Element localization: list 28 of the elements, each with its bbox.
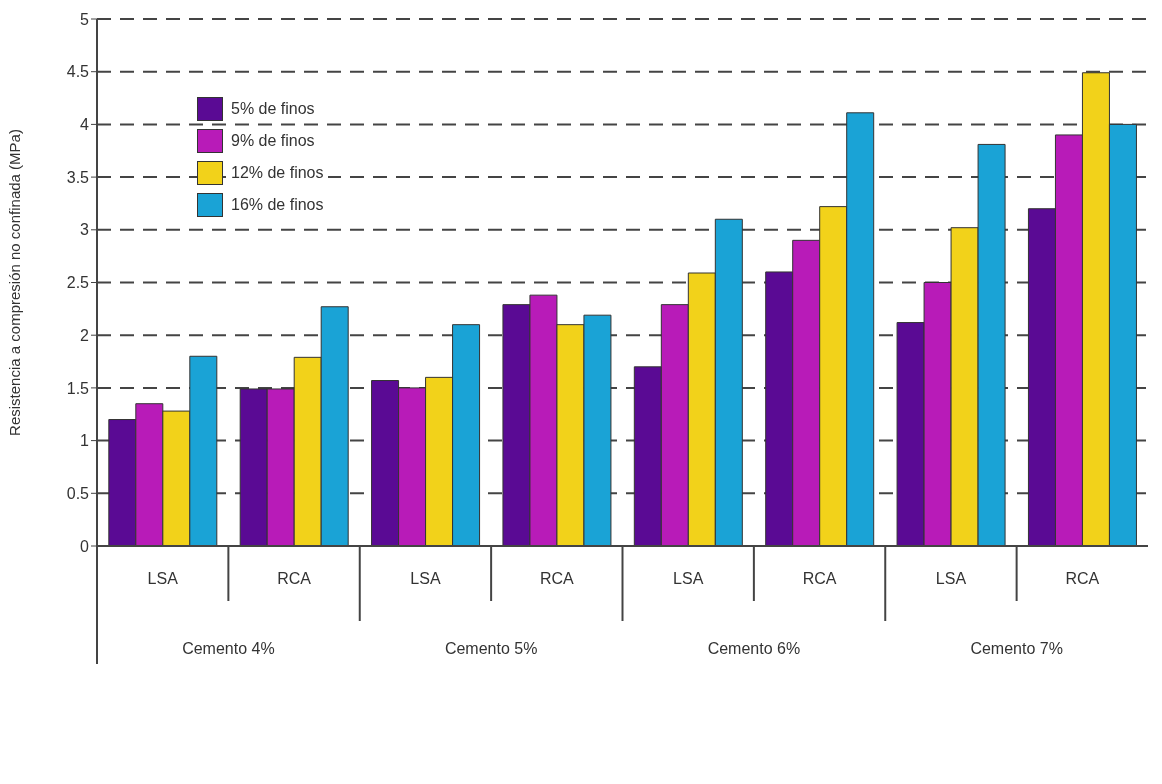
y-tick-label: 4.5 (66, 63, 90, 81)
x-tick-label: LSA (673, 570, 704, 587)
x-tick-label: LSA (935, 570, 967, 587)
x-tick-label: LSA (410, 570, 441, 587)
y-tick-label: 4 (80, 116, 90, 134)
x-tick-label: RCA (1065, 570, 1100, 587)
y-tick-label: 3 (80, 221, 90, 239)
legend-label: 9% de finos (231, 132, 319, 150)
text: Cemento 5% (444, 640, 538, 657)
text: Cemento 7% (970, 640, 1063, 657)
x-tick-label: RCA (277, 570, 312, 587)
legend-label: 16% de finos (231, 196, 328, 214)
x-tick-label: RCA (802, 570, 837, 587)
x-tick-label: RCA (539, 570, 575, 587)
legend-label: 5% de finos (231, 100, 319, 118)
y-axis-title: Resistencia a compresión no confinada (MPa) (6, 129, 24, 436)
y-tick-label: 1.5 (66, 379, 90, 397)
y-tick-label: 2 (80, 326, 90, 344)
y-tick-label: 3.5 (66, 168, 90, 186)
y-tick-label: 2.5 (66, 274, 90, 292)
y-tick-label: 1 (80, 432, 90, 450)
y-tick-label: 0 (80, 537, 90, 555)
y-tick-label: 5 (80, 10, 90, 28)
legend-label: 12% de finos (231, 164, 328, 182)
text: Cemento 6% (707, 640, 801, 657)
text: Cemento 4% (182, 640, 275, 657)
y-tick-label: 0.5 (66, 484, 90, 502)
x-tick-label: LSA (147, 570, 179, 587)
